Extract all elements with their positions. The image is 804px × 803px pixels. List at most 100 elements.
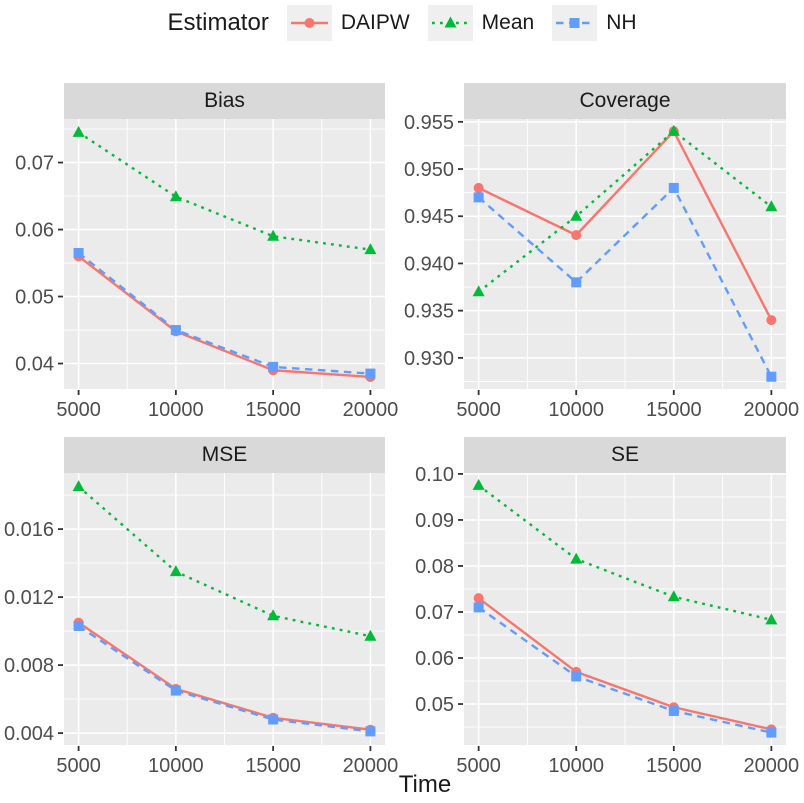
y-axis-labels: 0.004 0.008 0.012 0.016 [4, 519, 54, 745]
legend-key-daipw [286, 5, 332, 41]
facet-coverage: Coverage 0.930 0.935 0.940 0.945 0.950 0.955 5… [400, 83, 804, 423]
nh-line [477, 186, 773, 378]
legend-label-mean: Mean [481, 11, 535, 34]
svg-text:0.004: 0.004 [4, 723, 54, 745]
axis-ticks [458, 473, 773, 751]
nh-points [473, 182, 777, 382]
facet-chart-bias: 0.04 0.05 0.06 0.07 5000 10000 15000 20000 [15, 119, 398, 421]
svg-text:15000: 15000 [646, 399, 702, 421]
svg-text:0.930: 0.930 [404, 348, 454, 370]
axis-ticks [458, 120, 773, 395]
svg-text:0.06: 0.06 [15, 220, 54, 242]
facet-strip-coverage: Coverage [464, 83, 786, 119]
legend-title: Estimator [167, 9, 269, 36]
svg-text:0.06: 0.06 [415, 648, 454, 670]
svg-text:20000: 20000 [744, 399, 800, 421]
svg-text:20000: 20000 [744, 755, 800, 777]
svg-text:0.950: 0.950 [404, 159, 454, 181]
x-axis-labels: 5000 10000 15000 20000 [56, 755, 398, 777]
y-axis-labels: 0.05 0.06 0.07 0.08 0.09 0.10 [415, 464, 454, 716]
nh-points [73, 621, 376, 737]
svg-text:0.012: 0.012 [4, 587, 54, 609]
mean-points [72, 125, 377, 255]
svg-text:15000: 15000 [646, 755, 702, 777]
svg-text:0.05: 0.05 [415, 694, 454, 716]
svg-text:10000: 10000 [148, 399, 204, 421]
facet-chart-coverage: 0.930 0.935 0.940 0.945 0.950 0.955 5000 10000 1… [404, 112, 799, 421]
daipw-line [478, 130, 773, 321]
x-axis-labels: 5000 10000 15000 20000 [456, 399, 799, 421]
x-axis-title: Time [398, 771, 452, 798]
facet-strip-bias: Bias [64, 83, 385, 119]
legend-item-mean: Mean [427, 5, 535, 41]
facet-strip-mse: MSE [64, 437, 385, 473]
svg-text:5000: 5000 [456, 755, 501, 777]
x-axis-labels: 5000 10000 15000 20000 [456, 755, 799, 777]
legend-item-nh: NH [552, 5, 637, 41]
mean-line [77, 485, 371, 638]
svg-text:0.05: 0.05 [15, 287, 54, 309]
nh-line [477, 606, 772, 734]
facet-se: SE 0.05 0.06 0.07 0.08 0.09 0.10 5000 10000 1500… [400, 437, 804, 779]
facet-plot-se: 0.05 0.06 0.07 0.08 0.09 0.10 5000 10000 15000 20… [400, 464, 804, 779]
mean-series-icon [431, 16, 469, 28]
svg-text:0.955: 0.955 [404, 112, 454, 134]
daipw-series-icon [290, 18, 328, 28]
svg-text:0.008: 0.008 [4, 655, 54, 677]
mean-points [472, 124, 778, 297]
facet-plot-mse: 0.004 0.008 0.012 0.016 5000 10000 15000 20000 [0, 473, 403, 779]
y-axis-labels: 0.04 0.05 0.06 0.07 [15, 153, 54, 376]
svg-text:0.945: 0.945 [404, 206, 454, 228]
daipw-line [77, 621, 371, 731]
axis-ticks [58, 528, 372, 751]
mean-points [472, 478, 778, 625]
svg-text:0.940: 0.940 [404, 253, 454, 275]
svg-text:0.08: 0.08 [415, 556, 454, 578]
legend-key-nh [552, 5, 598, 41]
gridlines [64, 473, 385, 745]
nh-line [77, 625, 371, 733]
x-axis-labels: 5000 10000 15000 20000 [56, 399, 398, 421]
facet-strip-se: SE [464, 437, 786, 473]
legend-key-mean [427, 5, 473, 41]
y-axis-labels: 0.930 0.935 0.940 0.945 0.950 0.955 [404, 112, 454, 370]
svg-text:0.935: 0.935 [404, 301, 454, 323]
svg-text:15000: 15000 [245, 755, 301, 777]
legend-label-daipw: DAIPW [340, 11, 410, 34]
nh-points [473, 602, 777, 738]
facet-mse: MSE 0.004 0.008 0.012 0.016 5000 10000 15000 20… [0, 437, 403, 779]
svg-text:5000: 5000 [456, 399, 501, 421]
axis-ticks [58, 161, 372, 395]
svg-text:0.07: 0.07 [415, 602, 454, 624]
svg-text:15000: 15000 [245, 399, 301, 421]
daipw-line [77, 255, 371, 379]
svg-text:20000: 20000 [343, 755, 399, 777]
legend-item-daipw: DAIPW [286, 5, 410, 41]
svg-text:0.016: 0.016 [4, 519, 54, 541]
mean-line [477, 130, 773, 293]
nh-points [73, 247, 376, 379]
legend: Estimator DAIPW Mean NH [0, 0, 804, 46]
mean-points [72, 480, 377, 641]
svg-text:0.10: 0.10 [415, 464, 454, 486]
facet-bias: Bias 0.04 0.05 0.06 0.07 5000 10000 15000 20000 [0, 83, 403, 423]
nh-line [77, 252, 371, 375]
svg-text:0.04: 0.04 [15, 354, 54, 376]
svg-text:0.07: 0.07 [15, 153, 54, 175]
svg-text:0.09: 0.09 [415, 510, 454, 532]
daipw-line [477, 597, 772, 731]
svg-text:5000: 5000 [56, 755, 101, 777]
svg-text:5000: 5000 [56, 399, 101, 421]
svg-text:10000: 10000 [548, 755, 604, 777]
svg-text:10000: 10000 [548, 399, 604, 421]
facet-chart-mse: 0.004 0.008 0.012 0.016 5000 10000 15000 20000 [4, 473, 398, 777]
facet-chart-se: 0.05 0.06 0.07 0.08 0.09 0.10 5000 10000 15000 20… [415, 464, 799, 777]
svg-text:20000: 20000 [343, 399, 399, 421]
legend-label-nh: NH [606, 11, 637, 34]
nh-series-icon [556, 18, 594, 28]
mean-line [77, 131, 371, 251]
gridlines [464, 119, 786, 389]
facet-plot-coverage: 0.930 0.935 0.940 0.945 0.950 0.955 5000 10000 1… [400, 112, 804, 423]
svg-text:10000: 10000 [148, 755, 204, 777]
